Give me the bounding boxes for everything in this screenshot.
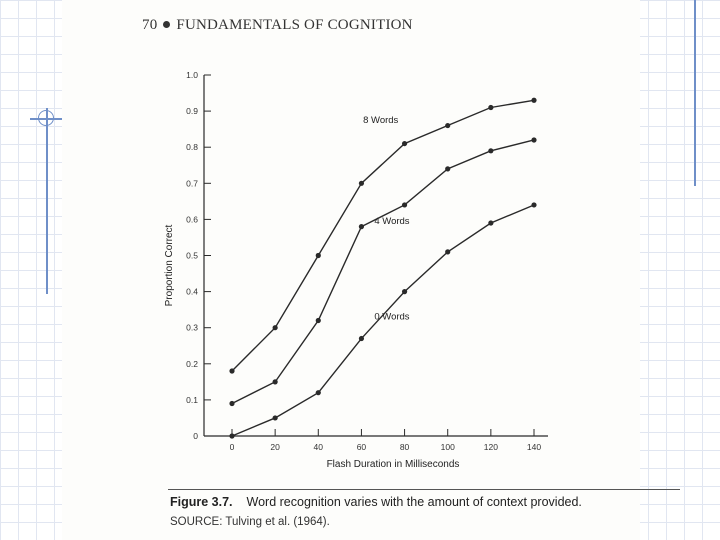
data-point (401, 140, 408, 147)
figure-caption: Figure 3.7. Word recognition varies with … (170, 495, 582, 509)
x-tick-label: 120 (484, 442, 498, 452)
x-axis-label: Flash Duration in Milliseconds (327, 459, 460, 470)
y-tick-label: 0.5 (186, 251, 198, 261)
decor-line-vertical-left (46, 108, 48, 294)
chart-points (229, 97, 537, 439)
x-tick-label: 60 (357, 442, 367, 452)
x-tick-label: 80 (400, 442, 410, 452)
data-point (488, 104, 494, 111)
data-point (229, 400, 235, 407)
chart-labels: Flash Duration in Milliseconds Proportion… (164, 115, 459, 470)
line-chart: 0 0.1 0.2 0.3 0.4 0.5 0.6 0.7 0.8 0.9 1.0 0 20 40 60 80… (164, 70, 548, 470)
chart-axes (203, 75, 548, 437)
data-point (315, 317, 321, 324)
data-point (531, 97, 537, 103)
y-tick-label: 0.7 (186, 178, 198, 188)
scanned-page: 70 FUNDAMENTALS OF COGNITION 0 0.1 0.2 0.3 0.… (62, 0, 680, 540)
page-header: 70 FUNDAMENTALS OF COGNITION (142, 17, 413, 34)
series-label: 4 Words (374, 216, 409, 227)
y-tick-label: 0.3 (186, 323, 198, 333)
data-point (358, 224, 365, 230)
data-point (531, 202, 537, 208)
data-point (488, 148, 494, 154)
y-tick-label: 0.9 (186, 106, 198, 116)
x-tick-label: 40 (314, 442, 324, 452)
x-tick-label: 100 (441, 442, 455, 452)
figure-source: SOURCE: Tulving et al. (1964). (170, 516, 330, 528)
data-point (272, 379, 278, 385)
data-point (488, 220, 494, 226)
page-number: 70 (142, 17, 158, 33)
y-tick-label: 0 (193, 431, 198, 441)
x-tick-label: 140 (527, 442, 541, 452)
y-tick-label: 0.1 (186, 395, 198, 405)
data-point (401, 289, 408, 295)
x-tick-label: 20 (270, 442, 280, 452)
decor-line-vertical-right (694, 0, 696, 186)
chart-series-lines (231, 99, 535, 437)
data-point (315, 390, 321, 396)
data-point (272, 415, 278, 421)
data-point (229, 368, 235, 374)
y-tick-label: 0.4 (186, 287, 198, 297)
caption-text: Word recognition varies with the amount … (246, 495, 582, 509)
data-point (358, 180, 365, 186)
decor-circle (38, 110, 54, 126)
data-point (445, 166, 451, 172)
data-point (401, 202, 408, 208)
data-point (358, 335, 365, 342)
caption-rule (168, 489, 680, 490)
decor-line-horizontal-left (30, 118, 78, 120)
series-label: 0 Words (374, 312, 409, 323)
data-point (531, 137, 537, 143)
data-point (445, 122, 451, 129)
figure-label: Figure 3.7. (170, 495, 233, 509)
x-tick-label: 0 (230, 442, 235, 452)
chapter-title: FUNDAMENTALS OF COGNITION (176, 17, 413, 33)
chart-ticks: 0 0.1 0.2 0.3 0.4 0.5 0.6 0.7 0.8 0.9 1.0 0 20 40 60 80… (186, 70, 541, 452)
y-tick-label: 0.6 (186, 214, 198, 224)
bullet-dot (163, 21, 171, 28)
series-line-0 (231, 99, 535, 372)
data-point (229, 433, 235, 439)
y-tick-label: 1.0 (186, 70, 198, 80)
y-tick-label: 0.2 (186, 359, 198, 369)
data-point (272, 325, 278, 331)
y-axis-label: Proportion Correct (164, 224, 175, 306)
data-point (445, 249, 451, 255)
series-line-1 (231, 139, 535, 405)
y-tick-label: 0.8 (186, 142, 198, 152)
data-point (315, 252, 321, 259)
series-label: 8 Words (363, 115, 398, 126)
series-line-2 (231, 204, 535, 437)
